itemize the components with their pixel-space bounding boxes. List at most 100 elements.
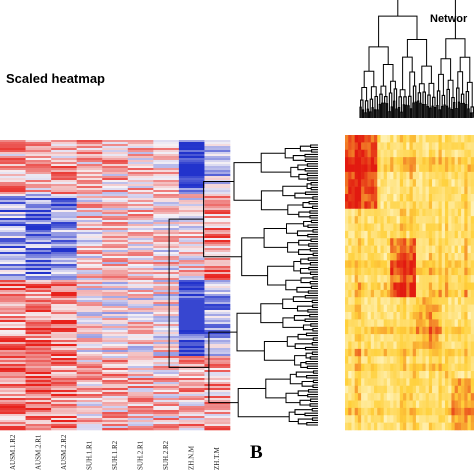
network-cell [441,297,446,305]
network-cell [412,385,417,394]
network-cell [425,216,430,224]
network-cell [377,142,381,151]
heatmap-cell [51,166,77,169]
heatmap-cell [204,236,231,239]
heatmap-cell [178,376,205,379]
network-cell [364,201,368,210]
heatmap-cell [25,376,52,379]
heatmap-cell [178,386,205,389]
network-cell [364,208,368,217]
heatmap-cell [51,182,77,185]
network-cell [364,319,368,328]
network-cell [354,157,359,165]
heatmap-cell [102,348,129,351]
network-cell [406,149,410,158]
network-cell [361,385,365,394]
heatmap-cell [204,294,231,297]
heatmap-cell [178,416,205,419]
network-cell [374,326,378,335]
heatmap-cell [51,238,77,241]
network-cell [374,363,378,372]
network-cell [380,179,384,187]
heatmap-cell [0,404,26,407]
network-cell [399,371,404,379]
network-cell [374,186,378,195]
heatmap-cell [76,398,103,401]
network-cell [435,378,439,387]
network-cell [454,164,459,173]
heatmap-cell [153,384,180,387]
heatmap-cell [76,364,103,367]
heatmap-cell [153,140,180,143]
network-cell [361,312,365,320]
network-cell [403,275,407,283]
heatmap-cell [0,152,26,155]
network-cell [454,334,459,342]
heatmap-cell [51,294,77,297]
network-cell [377,385,381,394]
heatmap-cell [127,374,154,377]
heatmap-cell [0,142,26,145]
network-cell [451,282,455,291]
heatmap-cell [102,354,129,357]
network-cell [412,149,417,158]
network-cell [448,326,452,335]
network-cell [406,371,410,379]
network-cell [451,238,455,246]
heatmap-cell [178,286,205,289]
heatmap-cell [178,246,205,249]
heatmap-cell [178,140,205,143]
network-cell [461,393,465,401]
heatmap-cell [25,396,52,399]
network-cell [357,326,362,335]
heatmap-cell [204,262,231,265]
heatmap-cell [51,244,77,247]
heatmap-cell [178,210,205,213]
network-cell [438,216,443,224]
heatmap-cell [25,388,52,391]
network-cell [422,393,426,401]
heatmap-cell [76,200,103,203]
network-cell [357,149,362,158]
heatmap-cell [153,320,180,323]
network-cell [461,319,465,328]
network-cell [412,260,417,269]
network-cell [448,356,452,364]
network-cell [412,135,417,143]
network-cell [393,407,397,416]
heatmap-cell [25,218,52,221]
network-cell [364,334,368,342]
heatmap-cell [0,288,26,291]
network-cell [393,282,397,291]
network-cell [425,179,430,187]
network-cell [364,363,368,372]
network-cell [396,171,401,180]
heatmap-cell [153,346,180,349]
heatmap-cell [0,418,26,421]
heatmap-cell [153,362,180,365]
heatmap-cell [25,322,52,325]
network-cell [441,142,446,151]
heatmap-cell [76,280,103,283]
heatmap-cell [25,174,52,177]
network-cell [454,422,459,431]
heatmap-cell [153,262,180,265]
heatmap-cell [153,224,180,227]
network-cell [441,348,446,357]
heatmap-cell [25,360,52,363]
network-cell [361,179,365,187]
network-cell [451,260,455,269]
heatmap-cell [127,242,154,245]
heatmap-cell [76,244,103,247]
network-cell [415,326,420,335]
network-cell [461,348,465,357]
network-cell [361,326,365,335]
network-cell [393,275,397,283]
heatmap-cell [0,412,26,415]
heatmap-cell [25,368,52,371]
heatmap-cell [51,382,77,385]
network-cell [370,208,375,217]
network-cell [403,142,407,151]
network-cell [393,348,397,357]
heatmap-cell [102,396,129,399]
